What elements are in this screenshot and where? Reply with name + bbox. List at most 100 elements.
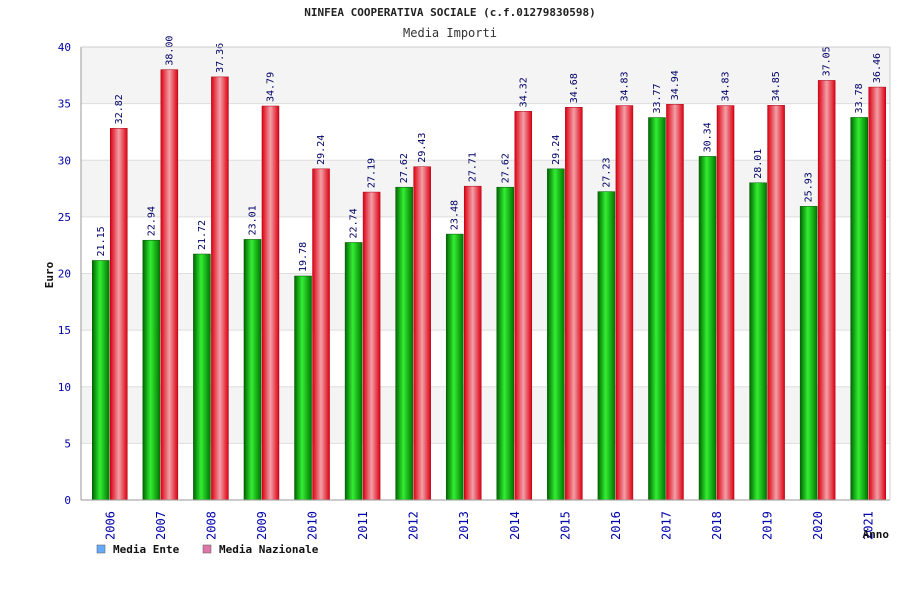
bar-media-ente bbox=[445, 233, 464, 501]
x-tick-label: 2019 bbox=[761, 511, 775, 540]
x-tick-label: 2010 bbox=[306, 511, 320, 540]
value-label-media-ente: 22.94 bbox=[146, 206, 157, 236]
bar-media-nazionale bbox=[666, 104, 684, 501]
bar-media-ente bbox=[648, 117, 666, 501]
value-label-media-ente: 27.62 bbox=[399, 153, 410, 183]
x-tick-label: 2007 bbox=[154, 511, 168, 540]
bar-media-ente bbox=[344, 242, 363, 501]
x-tick-label: 2017 bbox=[659, 511, 673, 540]
x-tick-label: 2014 bbox=[508, 511, 522, 540]
x-tick-label: 2016 bbox=[609, 511, 623, 540]
value-label-media-ente: 27.62 bbox=[500, 153, 511, 183]
value-label-media-nazionale: 34.79 bbox=[265, 72, 276, 102]
bar-media-ente bbox=[142, 239, 161, 501]
value-label-media-ente: 29.24 bbox=[551, 135, 562, 165]
y-tick-label: 25 bbox=[58, 211, 71, 224]
bar-media-ente bbox=[496, 186, 515, 501]
x-axis-label: Anno bbox=[863, 528, 890, 541]
x-tick-labels: 2006 2007 2008 2009 2010 2011 2012 2013 2014 2015… bbox=[103, 511, 875, 540]
value-label-media-nazionale: 34.85 bbox=[771, 71, 782, 101]
bar-media-ente bbox=[395, 186, 413, 501]
chart-subtitle: Media Importi bbox=[403, 26, 497, 40]
bar-media-nazionale bbox=[565, 106, 583, 501]
axes bbox=[80, 46, 891, 501]
value-label-media-nazionale: 34.83 bbox=[721, 71, 732, 101]
bar-media-nazionale bbox=[514, 111, 533, 501]
legend-label-media-nazionale: Media Nazionale bbox=[219, 543, 319, 556]
value-label-media-ente: 33.77 bbox=[652, 83, 663, 113]
legend-swatch-media-nazionale bbox=[202, 544, 212, 554]
value-labels: 21.15 32.82 22.94 38.00 21.72 37.36 23.01 34.79… bbox=[96, 36, 883, 272]
bar-media-ente bbox=[547, 168, 565, 501]
bar-media-ente bbox=[799, 206, 818, 501]
x-tick-label: 2021 bbox=[862, 511, 876, 540]
x-tick-label: 2012 bbox=[407, 511, 421, 540]
bar-media-ente bbox=[698, 156, 717, 501]
bars bbox=[92, 69, 886, 501]
y-tick-label: 40 bbox=[58, 41, 71, 54]
bar-media-nazionale bbox=[767, 105, 785, 501]
bar-media-ente bbox=[850, 117, 868, 501]
value-label-media-nazionale: 34.94 bbox=[670, 70, 681, 100]
bar-media-nazionale bbox=[261, 105, 280, 501]
y-tick-label: 20 bbox=[58, 268, 71, 281]
x-tick-label: 2011 bbox=[356, 511, 370, 540]
bar-media-nazionale bbox=[615, 105, 634, 501]
chart-title: NINFEA COOPERATIVA SOCIALE (c.f.01279830… bbox=[304, 6, 595, 19]
value-label-media-ente: 23.48 bbox=[450, 200, 461, 230]
value-label-media-ente: 21.72 bbox=[197, 220, 208, 250]
bar-media-ente bbox=[92, 260, 110, 501]
bar-media-ente bbox=[749, 182, 767, 501]
x-tick-label: 2006 bbox=[103, 511, 117, 540]
x-tick-label: 2009 bbox=[255, 511, 269, 540]
bar-media-ente bbox=[294, 275, 312, 501]
legend: Media Ente Media Nazionale bbox=[96, 543, 319, 556]
value-label-media-nazionale: 29.24 bbox=[316, 135, 327, 165]
value-label-media-nazionale: 34.83 bbox=[619, 71, 630, 101]
value-label-media-nazionale: 37.05 bbox=[822, 46, 833, 76]
grid-band bbox=[81, 47, 890, 104]
value-label-media-nazionale: 38.00 bbox=[164, 36, 175, 66]
value-label-media-ente: 33.78 bbox=[854, 83, 865, 113]
y-tick-label: 15 bbox=[58, 324, 71, 337]
bar-media-nazionale bbox=[312, 168, 330, 501]
y-tick-label: 10 bbox=[58, 381, 71, 394]
y-tick-label: 35 bbox=[58, 98, 71, 111]
value-label-media-ente: 23.01 bbox=[247, 205, 258, 235]
value-label-media-ente: 25.93 bbox=[804, 172, 815, 202]
bar-media-nazionale bbox=[110, 128, 128, 501]
value-label-media-nazionale: 27.19 bbox=[367, 158, 378, 188]
value-label-media-nazionale: 32.82 bbox=[114, 94, 125, 124]
bar-media-nazionale bbox=[413, 166, 431, 501]
bar-media-nazionale bbox=[817, 80, 836, 501]
value-label-media-nazionale: 29.43 bbox=[417, 133, 428, 163]
value-label-media-ente: 21.15 bbox=[96, 226, 107, 256]
bar-media-ente bbox=[193, 253, 211, 501]
y-tick-labels: 0 5 10 15 20 25 30 35 40 bbox=[58, 41, 71, 507]
value-label-media-nazionale: 36.46 bbox=[872, 53, 883, 83]
value-label-media-ente: 22.74 bbox=[349, 208, 360, 238]
value-label-media-ente: 19.78 bbox=[298, 242, 309, 272]
value-label-media-nazionale: 37.36 bbox=[215, 43, 226, 73]
x-tick-label: 2013 bbox=[457, 511, 471, 540]
bar-media-nazionale bbox=[716, 105, 735, 501]
legend-swatch-media-ente bbox=[96, 544, 106, 554]
y-tick-label: 0 bbox=[64, 494, 71, 507]
bar-media-ente bbox=[243, 239, 262, 501]
x-tick-label: 2018 bbox=[710, 511, 724, 540]
value-label-media-nazionale: 34.68 bbox=[569, 73, 580, 103]
value-label-media-nazionale: 34.32 bbox=[518, 77, 529, 107]
y-tick-label: 30 bbox=[58, 154, 71, 167]
bar-media-nazionale bbox=[211, 76, 229, 501]
bar-media-nazionale bbox=[463, 185, 482, 501]
value-label-media-ente: 27.23 bbox=[601, 158, 612, 188]
legend-label-media-ente: Media Ente bbox=[113, 543, 180, 556]
x-tick-label: 2008 bbox=[204, 511, 218, 540]
value-label-media-ente: 28.01 bbox=[753, 149, 764, 179]
bar-media-ente bbox=[597, 191, 616, 501]
y-tick-label: 5 bbox=[64, 437, 71, 450]
bar-media-nazionale bbox=[868, 86, 886, 501]
value-label-media-nazionale: 27.71 bbox=[468, 152, 479, 182]
